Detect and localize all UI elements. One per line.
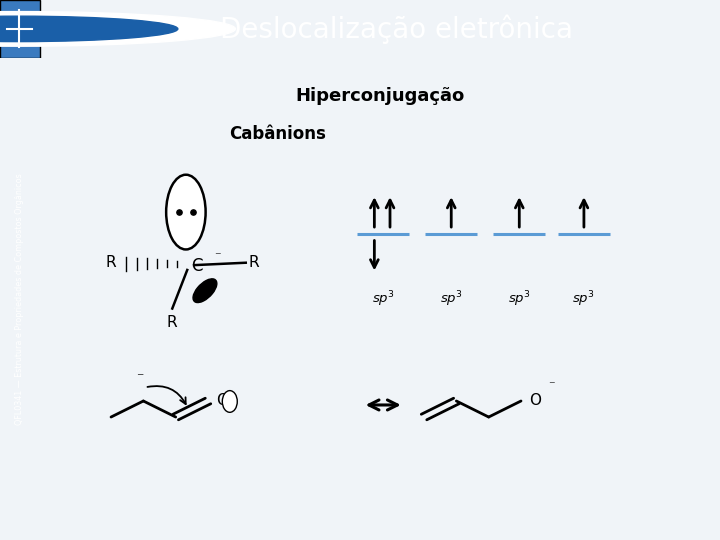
Text: $sp^3$: $sp^3$ bbox=[440, 289, 463, 309]
Circle shape bbox=[0, 16, 178, 42]
Text: Deslocalização eletrônica: Deslocalização eletrônica bbox=[220, 14, 572, 44]
Text: $sp^3$: $sp^3$ bbox=[572, 289, 595, 309]
Text: ⁻: ⁻ bbox=[136, 372, 144, 386]
Text: $sp^3$: $sp^3$ bbox=[508, 289, 531, 309]
Text: O: O bbox=[529, 394, 541, 408]
Ellipse shape bbox=[193, 279, 217, 302]
FancyBboxPatch shape bbox=[0, 0, 40, 58]
Text: R: R bbox=[105, 255, 116, 270]
Text: C: C bbox=[192, 257, 203, 275]
Ellipse shape bbox=[222, 390, 238, 413]
Text: Cabânions: Cabânions bbox=[229, 125, 326, 143]
Ellipse shape bbox=[166, 175, 206, 249]
Text: $sp^3$: $sp^3$ bbox=[372, 289, 395, 309]
Text: ⁻: ⁻ bbox=[215, 251, 221, 264]
Text: QFL0341 — Estrutura e Propriedades de Compostos Orgânicos: QFL0341 — Estrutura e Propriedades de Co… bbox=[15, 173, 24, 425]
Text: Hiperconjugação: Hiperconjugação bbox=[295, 87, 464, 105]
Circle shape bbox=[0, 11, 235, 46]
Text: R: R bbox=[167, 315, 178, 330]
Text: ⁻: ⁻ bbox=[548, 379, 555, 393]
Text: O: O bbox=[216, 394, 228, 408]
Text: R: R bbox=[248, 255, 259, 270]
